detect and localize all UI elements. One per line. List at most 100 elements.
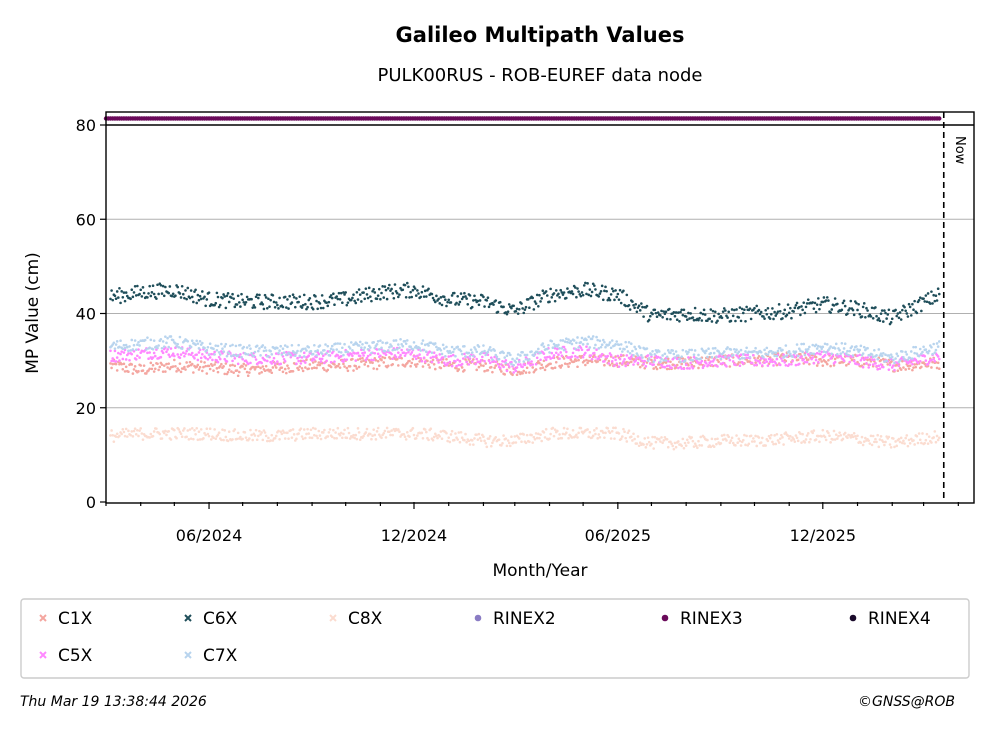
- point-c5x: [641, 359, 644, 363]
- point-c1x: [568, 361, 571, 365]
- point-c8x: [936, 438, 940, 442]
- point-c8x: [731, 441, 735, 445]
- point-c1x: [559, 366, 563, 369]
- point-c8x: [475, 433, 479, 436]
- point-c5x: [589, 354, 593, 357]
- point-c7x: [815, 347, 819, 350]
- point-c8x: [899, 436, 903, 440]
- point-c8x: [112, 440, 116, 443]
- point-c5x: [136, 354, 139, 358]
- point-c5x: [571, 351, 575, 355]
- point-c7x: [934, 348, 938, 352]
- point-c8x: [509, 444, 512, 448]
- point-c8x: [839, 433, 843, 437]
- point-c7x: [936, 345, 940, 348]
- point-c7x: [444, 354, 447, 358]
- point-c5x: [685, 367, 689, 370]
- point-c8x: [622, 427, 625, 431]
- point-c8x: [709, 445, 713, 449]
- point-c7x: [775, 354, 779, 358]
- point-c6x: [640, 302, 643, 305]
- point-c1x: [482, 364, 485, 368]
- point-c8x: [757, 436, 761, 439]
- point-c7x: [726, 346, 729, 349]
- point-c1x: [184, 368, 187, 371]
- point-c8x: [279, 430, 283, 434]
- point-c7x: [482, 344, 485, 347]
- point-c5x: [932, 357, 935, 361]
- point-c1x: [366, 364, 370, 368]
- point-c6x: [805, 302, 809, 305]
- point-c7x: [180, 347, 184, 350]
- point-c6x: [576, 287, 579, 290]
- point-c1x: [360, 360, 363, 363]
- point-c1x: [152, 370, 156, 373]
- point-c7x: [231, 343, 234, 347]
- point-c1x: [819, 357, 822, 361]
- point-c8x: [177, 428, 181, 431]
- point-c8x: [192, 437, 195, 441]
- point-c5x: [343, 358, 346, 361]
- point-c5x: [319, 360, 323, 363]
- point-c1x: [935, 366, 939, 370]
- point-c6x: [468, 294, 472, 297]
- point-c6x: [605, 289, 608, 293]
- point-c1x: [866, 358, 869, 362]
- point-c8x: [217, 431, 221, 434]
- point-c6x: [465, 297, 468, 300]
- point-c6x: [884, 311, 887, 315]
- point-c6x: [370, 299, 373, 303]
- point-c7x: [160, 346, 164, 350]
- point-c5x: [820, 350, 823, 354]
- point-c1x: [150, 367, 154, 371]
- point-c5x: [746, 353, 750, 357]
- point-c8x: [271, 439, 275, 442]
- point-c8x: [753, 440, 756, 443]
- x-axis-ticks: 06/2024 12/2024 06/2025 12/2025: [105, 502, 959, 545]
- point-c7x: [401, 344, 405, 348]
- point-c6x: [656, 311, 660, 314]
- point-c6x: [561, 293, 565, 296]
- point-c6x: [922, 297, 925, 300]
- point-c5x: [413, 355, 417, 358]
- point-c7x: [901, 350, 904, 353]
- point-c7x: [504, 361, 508, 365]
- point-c6x: [720, 316, 724, 320]
- point-c7x: [680, 355, 683, 358]
- point-c6x: [708, 317, 711, 321]
- point-c6x: [586, 282, 589, 285]
- point-c8x: [727, 435, 731, 439]
- point-c7x: [270, 353, 274, 356]
- point-c8x: [482, 435, 485, 439]
- point-c7x: [442, 347, 446, 350]
- point-c6x: [540, 297, 543, 300]
- point-c6x: [857, 302, 860, 306]
- point-c7x: [435, 345, 438, 349]
- point-c5x: [147, 357, 150, 361]
- point-c5x: [437, 361, 440, 364]
- point-c6x: [908, 305, 912, 309]
- point-c5x: [515, 366, 519, 369]
- point-c7x: [738, 357, 742, 361]
- point-c8x: [849, 436, 853, 439]
- point-c8x: [811, 431, 815, 435]
- point-c6x: [649, 314, 652, 318]
- point-c6x: [852, 313, 856, 317]
- point-c1x: [123, 370, 127, 373]
- point-c1x: [575, 359, 578, 362]
- point-c6x: [330, 296, 334, 300]
- point-c5x: [146, 351, 149, 355]
- point-c7x: [495, 355, 499, 359]
- point-c1x: [707, 358, 710, 362]
- point-c7x: [696, 357, 699, 361]
- point-c8x: [619, 437, 623, 441]
- point-c7x: [385, 341, 389, 345]
- point-c7x: [598, 339, 602, 343]
- point-c5x: [179, 353, 183, 356]
- point-c5x: [815, 351, 819, 355]
- point-c8x: [916, 441, 920, 445]
- point-c1x: [610, 362, 614, 365]
- point-c5x: [544, 358, 548, 362]
- point-c5x: [372, 358, 375, 362]
- point-c1x: [199, 360, 203, 363]
